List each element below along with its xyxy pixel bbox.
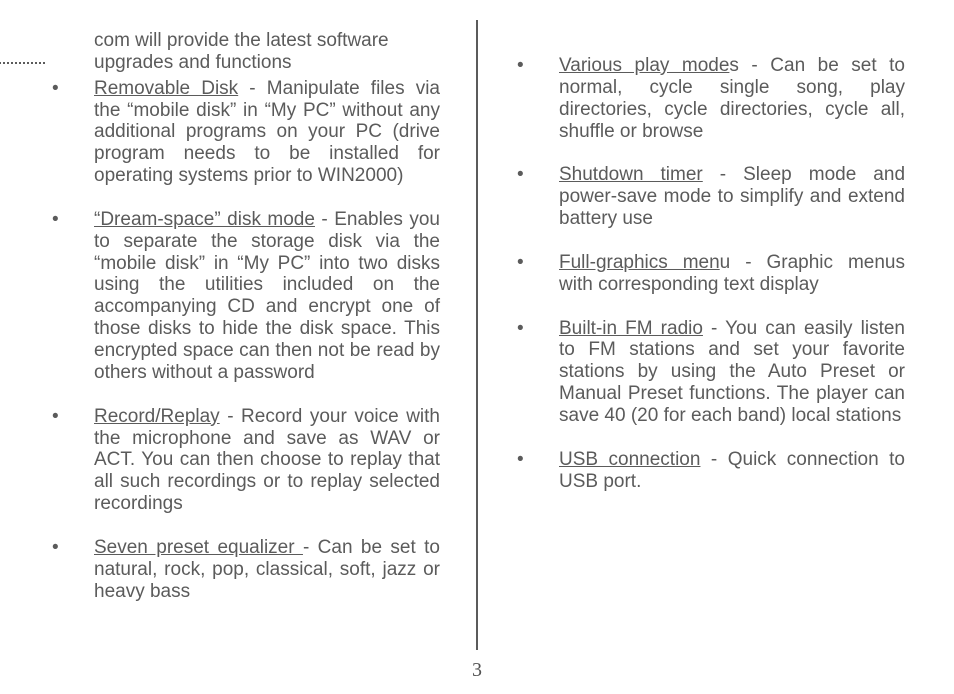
feature-title: Removable Disk	[94, 78, 238, 99]
feature-title: “Dream-space” disk mode	[94, 209, 315, 230]
manual-page: com will provide the latest software upg…	[0, 0, 954, 694]
feature-body: - Enables you to separate the storage di…	[94, 209, 440, 383]
feature-list-left: Removable Disk - Manipulate files via th…	[50, 78, 440, 603]
feature-title: Built-in FM radio	[559, 318, 703, 339]
column-divider	[476, 20, 478, 650]
list-item: “Dream-space” disk mode - Enables you to…	[50, 209, 440, 384]
list-item: Seven preset equalizer - Can be set to n…	[50, 537, 440, 603]
page-number: 3	[0, 659, 954, 682]
feature-title: Seven preset equalizer	[94, 537, 303, 558]
feature-title: USB connection	[559, 449, 700, 470]
feature-title: Shutdown timer	[559, 164, 703, 185]
right-column: Various play modes - Can be set to norma…	[515, 55, 905, 515]
list-item: Built-in FM radio - You can easily liste…	[515, 318, 905, 427]
intro-text: com will provide the latest software upg…	[94, 30, 440, 74]
feature-title-tail: u	[720, 252, 731, 273]
list-item: Record/Replay - Record your voice with t…	[50, 406, 440, 515]
left-column: com will provide the latest software upg…	[50, 30, 440, 624]
list-item: Shutdown timer - Sleep mode and power-sa…	[515, 164, 905, 230]
feature-title: Full-graphics men	[559, 252, 720, 273]
feature-title-tail: s	[729, 55, 739, 76]
list-item: Removable Disk - Manipulate files via th…	[50, 78, 440, 187]
feature-list-right: Various play modes - Can be set to norma…	[515, 55, 905, 493]
dotted-pointer	[0, 62, 45, 64]
feature-title: Various play mode	[559, 55, 729, 76]
list-item: Full-graphics menu - Graphic menus with …	[515, 252, 905, 296]
feature-title: Record/Replay	[94, 406, 220, 427]
list-item: Various play modes - Can be set to norma…	[515, 55, 905, 142]
list-item: USB connection - Quick connection to USB…	[515, 449, 905, 493]
